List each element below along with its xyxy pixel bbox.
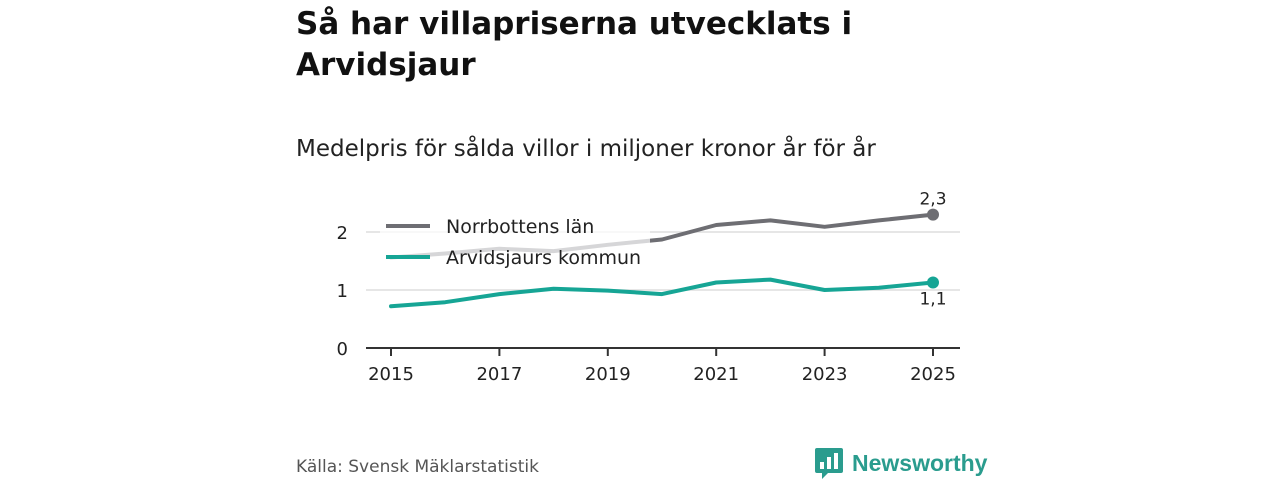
series-end-point bbox=[927, 208, 939, 221]
x-tick-label: 2017 bbox=[476, 364, 522, 385]
x-tick-label: 2023 bbox=[802, 364, 848, 385]
x-tick-label: 2015 bbox=[368, 364, 414, 385]
series-end-point bbox=[927, 276, 939, 289]
series-line bbox=[389, 277, 935, 309]
x-tick-label: 2019 bbox=[585, 364, 631, 385]
end-labels: 2,3 1,1 bbox=[919, 190, 946, 310]
chart-title: Så har villapriserna utvecklats i Arvids… bbox=[296, 6, 853, 83]
y-tick-label: 2 bbox=[337, 223, 348, 244]
x-tick-label: 2021 bbox=[693, 364, 739, 385]
series-end-label: 1,1 bbox=[919, 289, 946, 309]
legend-label: Arvidsjaurs kommun bbox=[446, 247, 641, 269]
chart-subtitle: Medelpris för sålda villor i miljoner kr… bbox=[296, 136, 876, 162]
x-ticks: 2015 2017 2019 2021 2023 2025 bbox=[368, 348, 956, 385]
brand-logo: Newsworthy bbox=[814, 446, 987, 480]
legend-label: Norrbottens län bbox=[446, 216, 594, 238]
legend: Norrbottens län Arvidsjaurs kommun bbox=[380, 211, 650, 271]
newsworthy-logo-icon bbox=[815, 448, 843, 479]
y-tick-label: 0 bbox=[337, 339, 348, 360]
y-tick-labels: 0 1 2 bbox=[337, 223, 348, 360]
series-end-label: 2,3 bbox=[919, 190, 946, 210]
source-note: Källa: Svensk Mäklarstatistik bbox=[296, 457, 539, 477]
y-tick-label: 1 bbox=[337, 281, 348, 302]
legend-background bbox=[380, 211, 650, 271]
x-tick-label: 2025 bbox=[910, 364, 956, 385]
brand-name: Newsworthy bbox=[852, 449, 988, 476]
